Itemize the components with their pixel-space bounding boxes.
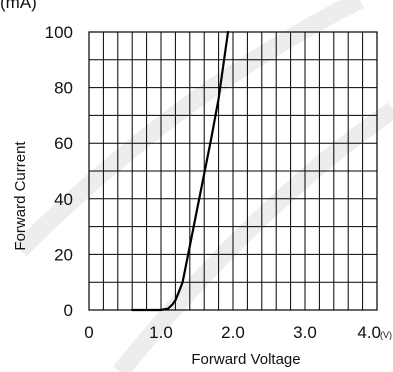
x-tick-labels: 0 1.0 2.0 3.0 4.0 [84,323,381,342]
y-tick-label: 0 [64,301,73,320]
plot-frame [88,31,378,311]
y-tick-label: 100 [45,23,73,42]
y-axis-title: Forward Current [12,141,29,251]
y-tick-label: 20 [54,245,73,264]
x-axis-title: Forward Voltage [191,351,300,368]
y-unit-label-clipped: (mA) [0,0,37,12]
x-tick-label: 1.0 [149,323,173,342]
watermark [13,0,393,372]
forward-current-curve [131,30,230,312]
x-tick-label: 3.0 [293,323,317,342]
x-unit-label: (V) [380,330,392,340]
y-tick-label: 80 [54,79,73,98]
x-tick-label: 2.0 [221,323,245,342]
y-tick-labels: 0 20 40 60 80 100 [45,23,73,320]
series-layer [131,30,230,312]
x-tick-label: 4.0 [357,323,381,342]
x-tick-label: 0 [84,323,93,342]
y-tick-label: 40 [54,190,73,209]
grid [89,32,377,310]
y-tick-label: 60 [54,134,73,153]
